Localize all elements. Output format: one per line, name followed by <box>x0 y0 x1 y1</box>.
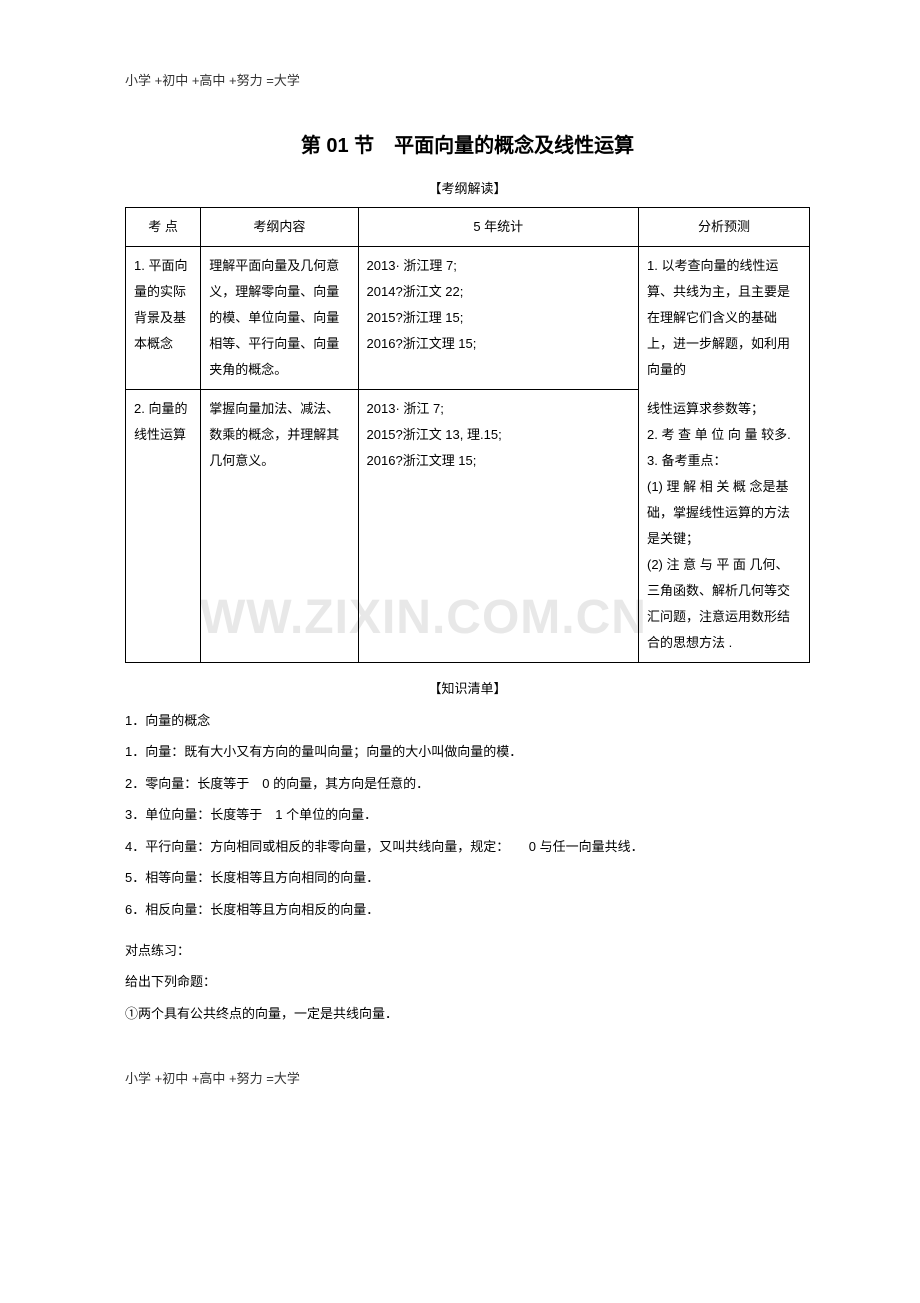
page-header: 小学 +初中 +高中 +努力 =大学 <box>125 70 810 89</box>
body-para: 2．零向量：长度等于 0 的向量，其方向是任意的． <box>125 770 810 799</box>
page-footer: 小学 +初中 +高中 +努力 =大学 <box>125 1068 810 1087</box>
cell-stats-2: 2013· 浙江 7; 2015?浙江文 13, 理.15; 2016?浙江文理… <box>358 390 638 663</box>
body-para: 4．平行向量：方向相同或相反的非零向量，又叫共线向量，规定： 0 与任一向量共线… <box>125 833 810 862</box>
body-heading-1: 1．向量的概念 <box>125 707 810 736</box>
cell-analysis-2: 线性运算求参数等； 2. 考 查 单 位 向 量 较多. 3. 备考重点： (1… <box>638 390 809 663</box>
section-heading-2: 【知识清单】 <box>125 678 810 697</box>
document-title: 第 01 节 平面向量的概念及线性运算 <box>125 129 810 158</box>
table-header-row: 考 点 考纲内容 5 年统计 分析预测 <box>126 208 810 247</box>
body-para: 6．相反向量：长度相等且方向相反的向量． <box>125 896 810 925</box>
cell-stats-1: 2013· 浙江理 7; 2014?浙江文 22; 2015?浙江理 15; 2… <box>358 247 638 390</box>
body-para: 对点练习： <box>125 937 810 966</box>
cell-topic-2: 2. 向量的线性运算 <box>126 390 201 663</box>
syllabus-table: 考 点 考纲内容 5 年统计 分析预测 1. 平面向量的实际背景及基本概念 理解… <box>125 207 810 663</box>
body-para: ①两个具有公共终点的向量，一定是共线向量． <box>125 1000 810 1029</box>
cell-content-2: 掌握向量加法、减法、数乘的概念，并理解其几何意义。 <box>201 390 358 663</box>
body-para: 3．单位向量：长度等于 1 个单位的向量． <box>125 801 810 830</box>
table-row: 1. 平面向量的实际背景及基本概念 理解平面向量及几何意义，理解零向量、向量的模… <box>126 247 810 390</box>
cell-topic-1: 1. 平面向量的实际背景及基本概念 <box>126 247 201 390</box>
col-header-content: 考纲内容 <box>201 208 358 247</box>
table-row: 2. 向量的线性运算 掌握向量加法、减法、数乘的概念，并理解其几何意义。 201… <box>126 390 810 663</box>
section-heading-1: 【考纲解读】 <box>125 178 810 197</box>
body-para: 给出下列命题： <box>125 968 810 997</box>
body-para: 1．向量：既有大小又有方向的量叫向量；向量的大小叫做向量的模． <box>125 738 810 767</box>
cell-content-1: 理解平面向量及几何意义，理解零向量、向量的模、单位向量、向量相等、平行向量、向量… <box>201 247 358 390</box>
body-para: 5．相等向量：长度相等且方向相同的向量． <box>125 864 810 893</box>
col-header-analysis: 分析预测 <box>638 208 809 247</box>
col-header-topic: 考 点 <box>126 208 201 247</box>
cell-analysis-1: 1. 以考查向量的线性运算、共线为主，且主要是在理解它们含义的基础上，进一步解题… <box>638 247 809 390</box>
col-header-stats: 5 年统计 <box>358 208 638 247</box>
